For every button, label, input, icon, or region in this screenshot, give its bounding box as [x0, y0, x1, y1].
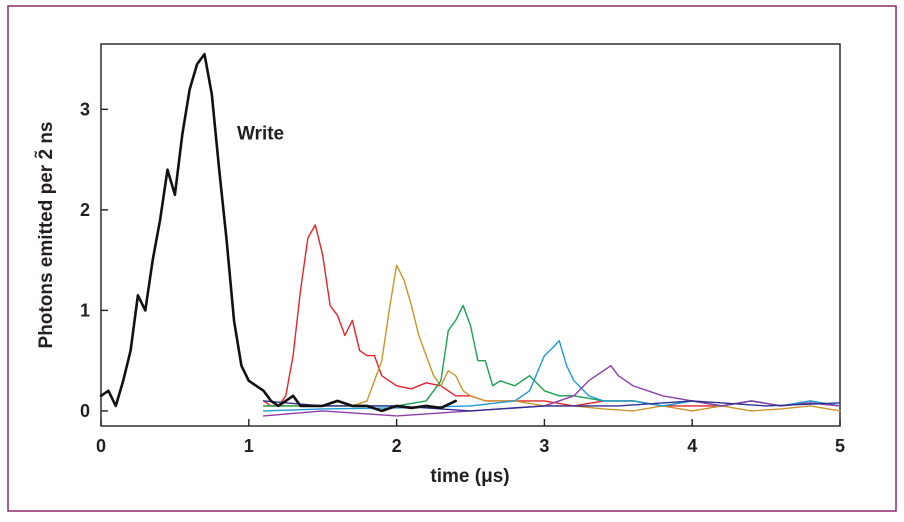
x-tick-label: 1 [244, 436, 254, 456]
series-line-2 [262, 264, 841, 412]
x-tick-label: 5 [835, 436, 845, 456]
y-tick-label: 2 [80, 200, 90, 220]
x-tick-label: 0 [96, 436, 106, 456]
axis-ticks: 0 1 2 3 4 5 0 1 2 3 [80, 99, 845, 456]
annotation-write: Write [237, 124, 284, 145]
series-layer [99, 52, 841, 417]
series-line-write [99, 52, 458, 413]
x-tick-label: 2 [392, 436, 402, 456]
outer-border [7, 5, 897, 512]
y-tick-label: 1 [80, 300, 90, 320]
y-tick-label: 3 [80, 99, 90, 119]
series-line-6 [262, 400, 841, 412]
plot-area-border [100, 43, 841, 427]
y-axis-title: Photons emitted per 2̃ ns [34, 122, 57, 349]
x-axis-title: time (μs) [430, 466, 509, 487]
x-tick-label: 3 [539, 436, 549, 456]
x-tick-label: 4 [687, 436, 697, 456]
y-tick-label: 0 [80, 401, 90, 421]
